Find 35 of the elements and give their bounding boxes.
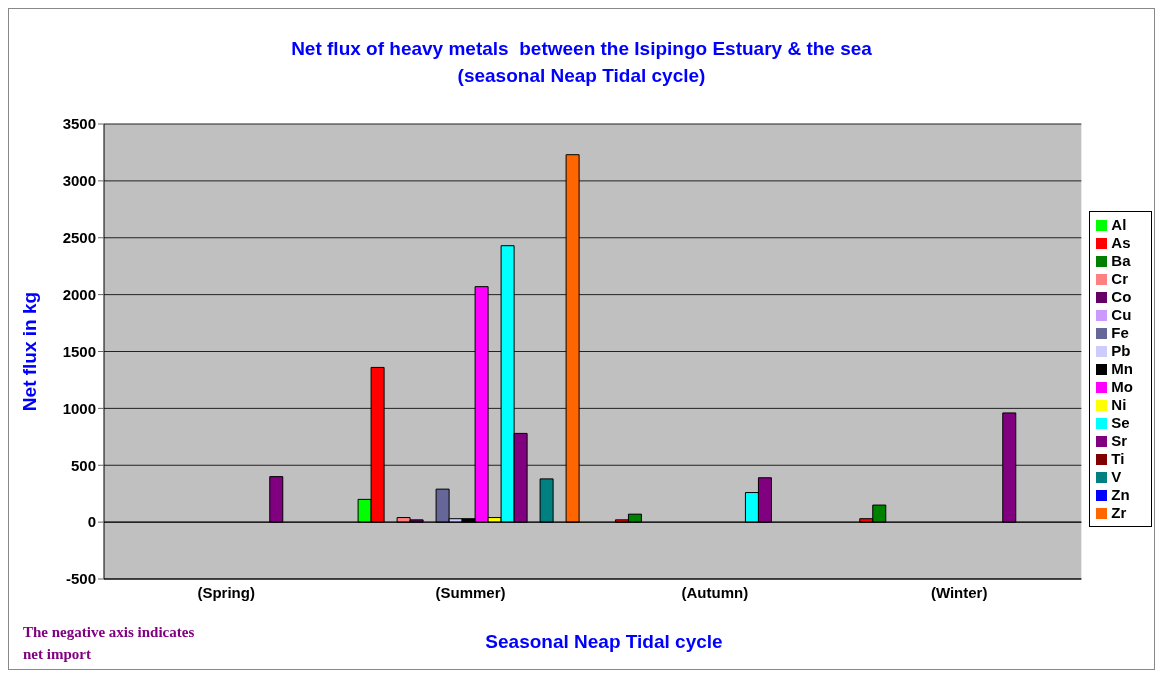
y-tick-label: 1000 bbox=[62, 399, 96, 417]
text: The negative axis indicates net import bbox=[23, 623, 196, 664]
legend-label: Ba bbox=[1111, 252, 1131, 269]
legend-label: Al bbox=[1111, 216, 1127, 233]
x-axis-title: Seasonal Neap Tidal cycle bbox=[485, 631, 723, 652]
y-tick-label: -500 bbox=[65, 570, 96, 588]
legend-label: Mn bbox=[1111, 360, 1133, 377]
legend-label: Ni bbox=[1111, 396, 1127, 413]
legend-label: Co bbox=[1111, 288, 1132, 305]
legend-label: Ti bbox=[1111, 450, 1125, 467]
legend-label: Fe bbox=[1111, 324, 1129, 341]
y-tick-label: 2000 bbox=[62, 285, 96, 303]
legend-label: Zr bbox=[1111, 504, 1127, 521]
x-tick-label: (Winter) bbox=[930, 583, 988, 601]
y-tick-label: 3000 bbox=[62, 172, 96, 190]
legend-label: Sr bbox=[1111, 432, 1128, 449]
y-tick-label: 500 bbox=[70, 456, 96, 474]
x-tick-label: (Summer) bbox=[435, 583, 506, 601]
x-tick-label: (Autumn) bbox=[681, 583, 749, 601]
legend-label: As bbox=[1111, 234, 1131, 251]
legend-label: Pb bbox=[1111, 342, 1131, 359]
legend-label: V bbox=[1111, 468, 1122, 485]
chart-title: Net flux of heavy metals between the Isipingo Estuary & the sea bbox=[290, 37, 873, 61]
chart-subtitle: (seasonal Neap Tidal cycle) bbox=[456, 64, 707, 88]
y-tick-label: 1500 bbox=[62, 342, 96, 360]
y-tick-label: 0 bbox=[87, 513, 96, 531]
legend-label: Se bbox=[1111, 414, 1130, 431]
y-tick-label: 2500 bbox=[62, 229, 96, 247]
legend-label: Cu bbox=[1111, 306, 1132, 323]
y-axis-title: Net flux in kg bbox=[18, 291, 40, 412]
legend-label: Mo bbox=[1111, 378, 1133, 395]
legend-label: Zn bbox=[1111, 486, 1130, 503]
x-tick-label: (Spring) bbox=[197, 583, 255, 601]
y-tick-label: 3500 bbox=[62, 115, 96, 133]
legend-label: Cr bbox=[1111, 270, 1128, 287]
